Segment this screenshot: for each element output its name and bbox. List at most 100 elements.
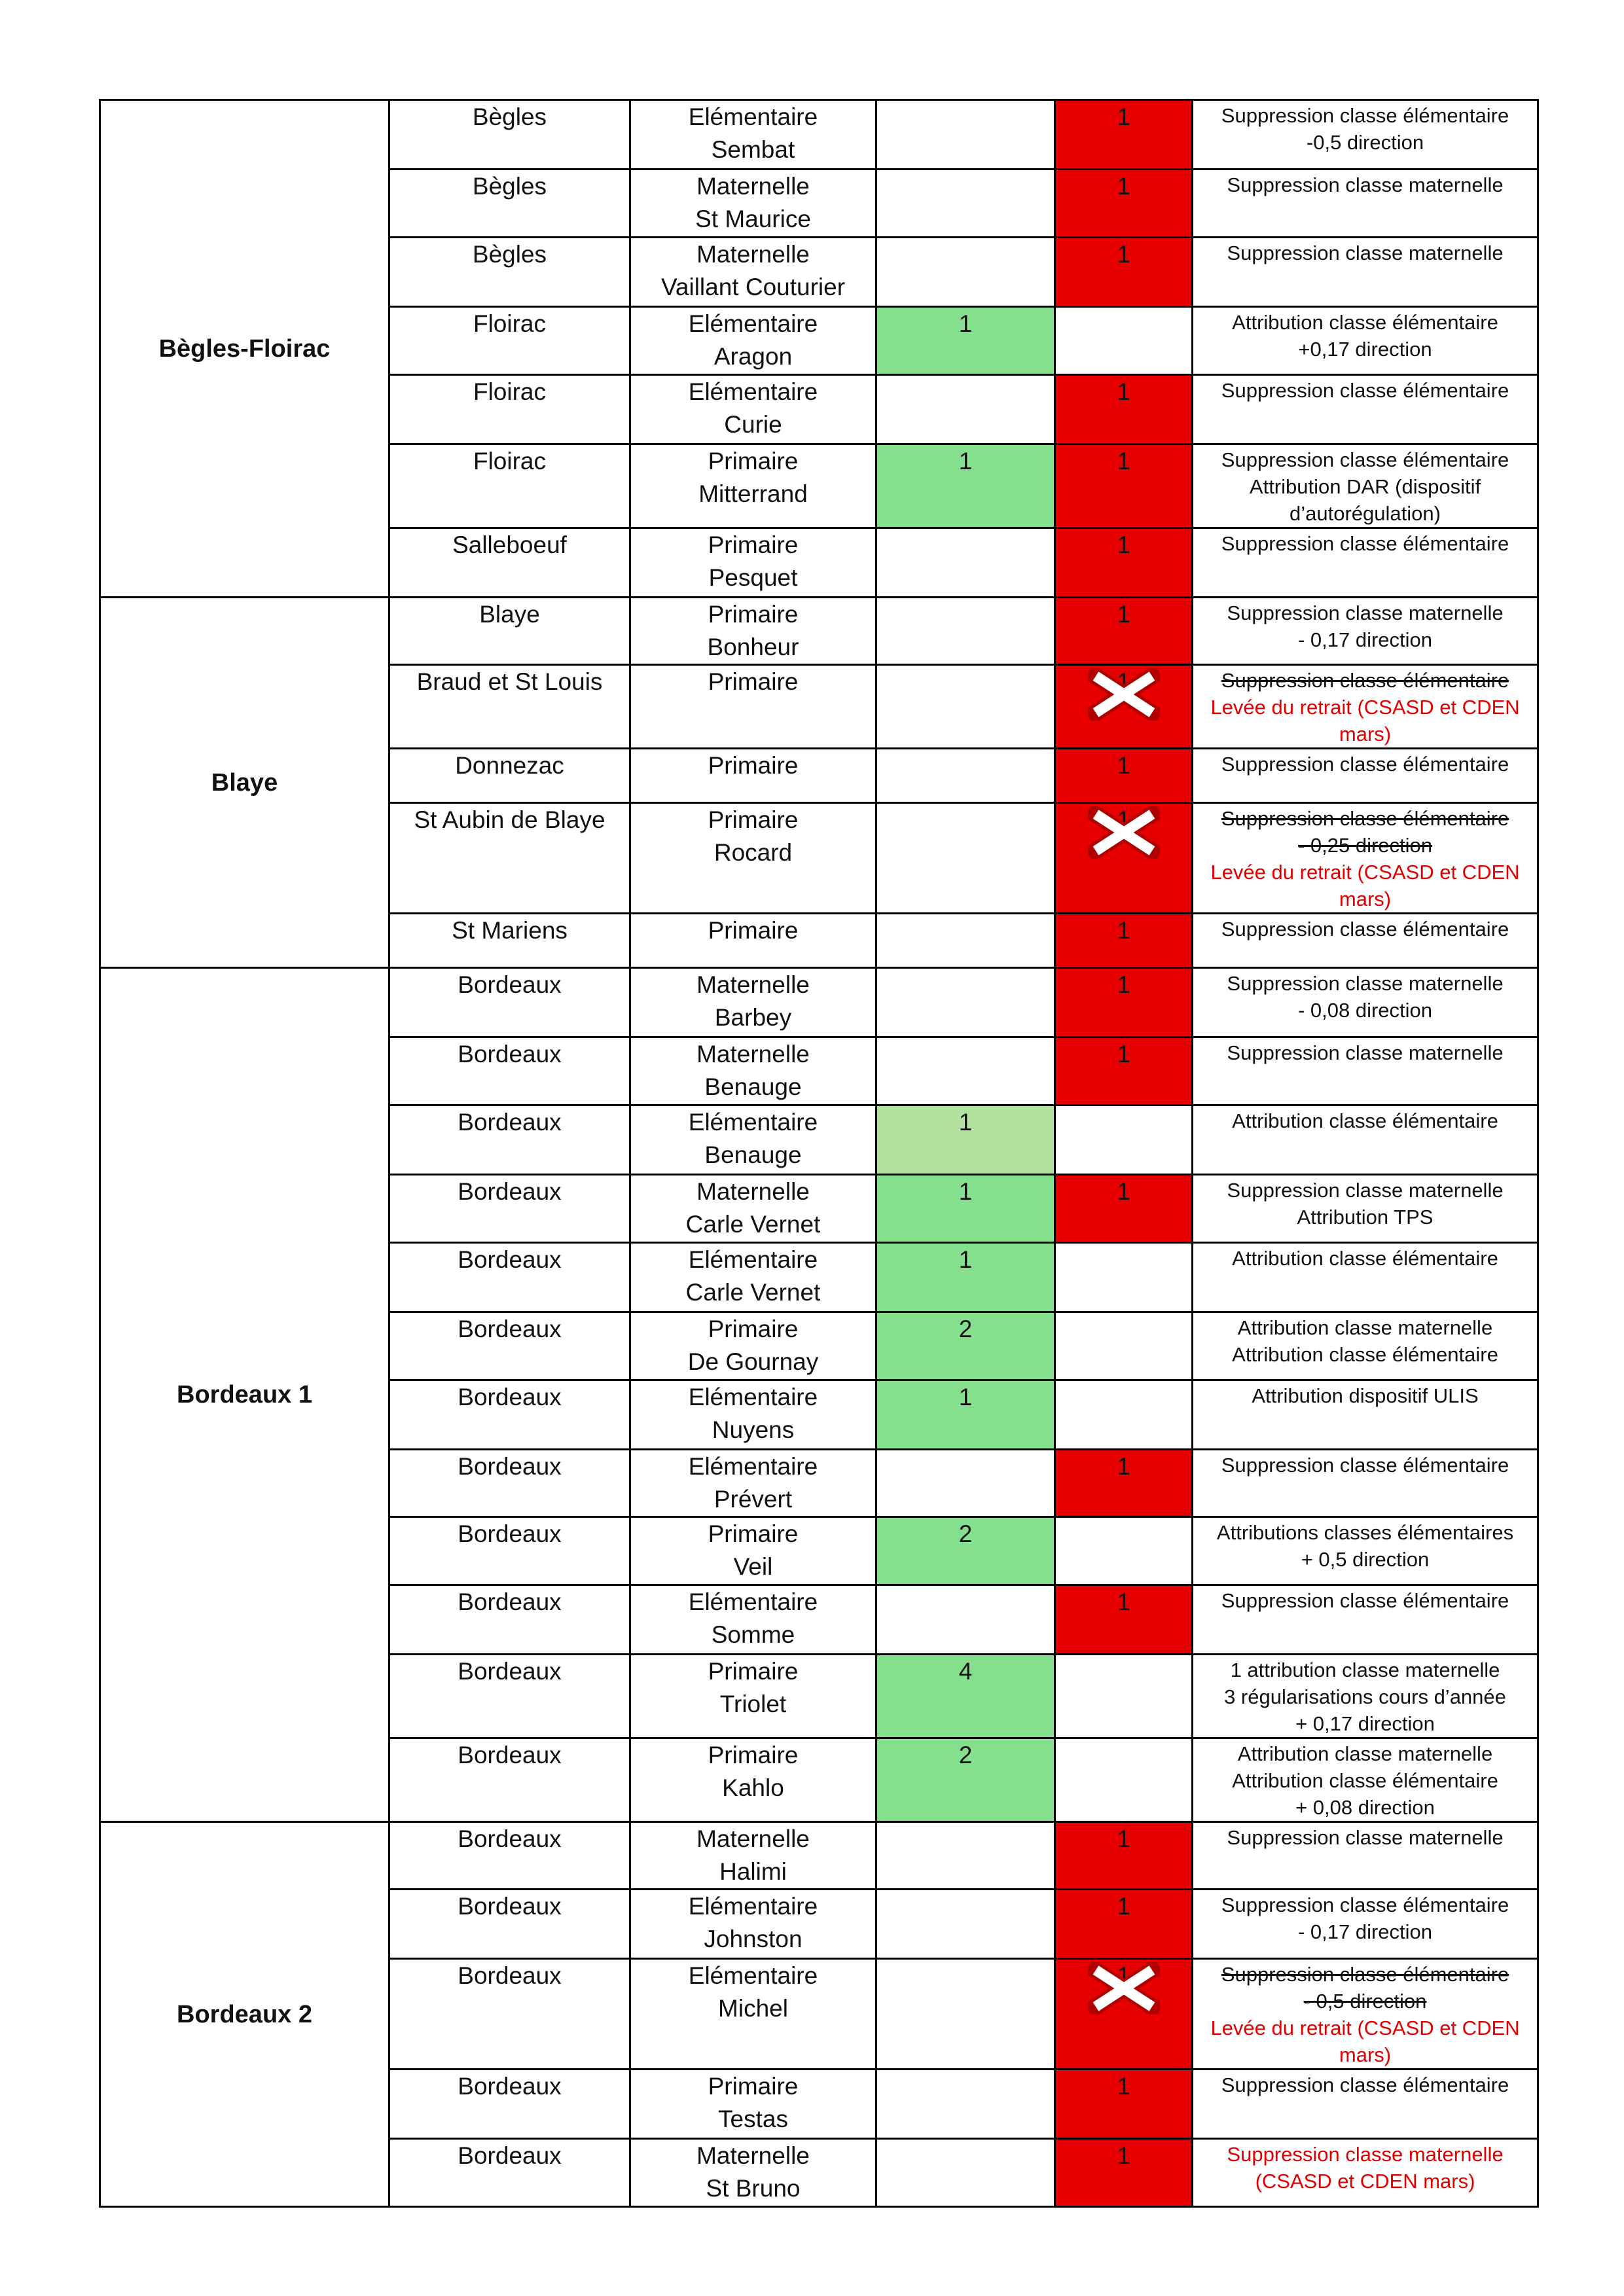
closures-value: 1	[1117, 448, 1130, 475]
table-row: Bordeaux Primaire Kahlo 2 Attribution classe…	[100, 1737, 1539, 1823]
description-cell: Suppression classe maternelle	[1191, 168, 1539, 238]
school-line: Elémentaire	[688, 103, 818, 130]
closures-value-wrap: 1	[1057, 667, 1191, 721]
closures-cell	[1054, 1242, 1193, 1313]
description-line: 1 attribution classe maternelle	[1230, 1659, 1500, 1681]
openings-cell	[875, 1448, 1056, 1518]
commune-cell: Bordeaux	[388, 1379, 631, 1450]
school-line: Elémentaire	[688, 1453, 818, 1480]
description-cell: Suppression classe élémentaire Levée du r…	[1191, 664, 1539, 749]
closures-cell: 1	[1054, 2138, 1193, 2208]
description-line: Attributions classes élémentaires	[1216, 1521, 1514, 1544]
school-line: Elémentaire	[688, 1962, 818, 1989]
table-row: Bordeaux Primaire Veil 2 Attributions classe…	[100, 1516, 1539, 1586]
closures-value: 1	[1117, 1893, 1130, 1920]
school-line: Benauge	[704, 1141, 802, 1168]
table-row: Bordeaux Maternelle St Bruno 1 Suppression c…	[100, 2138, 1539, 2208]
commune-cell: St Aubin de Blaye	[388, 802, 631, 914]
description-cell: Suppression classe maternelle Attribution…	[1191, 1174, 1539, 1244]
closures-value: 1	[1117, 601, 1130, 628]
table-row: Bègles-Floirac Bègles Elémentaire Sembat 1 Su…	[99, 99, 1539, 598]
closures-value-wrap: 1	[1057, 2141, 1191, 2173]
description-line: Suppression classe maternelle	[1227, 1041, 1504, 1064]
school-line: Primaire	[708, 531, 799, 558]
description-line: Suppression classe élémentaire	[1221, 1893, 1509, 1916]
description-cell: Suppression classe élémentaire	[1191, 374, 1539, 445]
description-cell: Suppression classe élémentaire	[1191, 527, 1539, 598]
openings-cell	[875, 664, 1056, 749]
table-row: Floirac Elémentaire Curie 1 Suppression clas…	[100, 374, 1539, 445]
school-cell: Elémentaire Johnston	[629, 1888, 877, 1960]
closures-value-wrap: 1	[1057, 446, 1191, 478]
closures-value: 1	[1117, 971, 1130, 998]
school-line: Halimi	[719, 1858, 787, 1885]
school-cell: Primaire Testas	[629, 2068, 877, 2140]
closures-value-wrap: 1	[1057, 916, 1191, 948]
school-line: Maternelle	[696, 241, 810, 268]
school-cell: Elémentaire Nuyens	[629, 1379, 877, 1450]
school-line: St Maurice	[695, 206, 811, 232]
description-line: Attribution TPS	[1297, 1206, 1434, 1229]
school-line: Mitterrand	[698, 480, 808, 507]
table-row: Donnezac Primaire 1 Suppression classe élém…	[100, 747, 1539, 804]
school-line: Primaire	[708, 1658, 799, 1685]
commune-cell: Bordeaux	[388, 1888, 631, 1960]
description-cell: Suppression classe maternelle (CSASD et C…	[1191, 2138, 1539, 2208]
description-line: Suppression classe élémentaire	[1221, 918, 1509, 941]
school-line: Maternelle	[696, 173, 810, 200]
commune-cell: Bordeaux	[388, 2138, 631, 2208]
closures-cell: 1	[1054, 99, 1193, 170]
school-cell: Primaire Bonheur	[629, 596, 877, 666]
commune-cell: Salleboeuf	[388, 527, 631, 598]
school-line: Maternelle	[696, 2142, 810, 2169]
openings-cell: 1	[875, 306, 1056, 376]
commune-cell: Bordeaux	[388, 1104, 631, 1175]
school-line: Carle Vernet	[685, 1211, 821, 1238]
school-line: Johnston	[704, 1926, 803, 1952]
description-cell: Suppression classe maternelle - 0,08 dire…	[1191, 967, 1539, 1038]
description-line: mars)	[1339, 2043, 1392, 2066]
closures-cell: 1	[1054, 596, 1193, 666]
school-line: Veil	[733, 1553, 773, 1580]
district-cell: Blaye	[99, 596, 390, 969]
closures-cell: 1	[1054, 1958, 1193, 2070]
description-line: Suppression classe maternelle	[1227, 601, 1504, 624]
school-line: Triolet	[719, 1691, 787, 1717]
table-row: Bordeaux Primaire Testas 1 Suppression class…	[100, 2068, 1539, 2140]
closures-value-wrap: 1	[1057, 1587, 1191, 1619]
closures-cell: 1	[1054, 236, 1193, 308]
openings-cell	[875, 168, 1056, 238]
description-line: mars)	[1339, 888, 1392, 910]
description-line: Levée du retrait (CSASD et CDEN	[1210, 2017, 1520, 2039]
commune-cell: Bordeaux	[388, 1737, 631, 1823]
school-cell: Primaire	[629, 747, 877, 804]
description-cell: Suppression classe élémentaire - 0,25 dir…	[1191, 802, 1539, 914]
table-row: Braud et St Louis Primaire 1 Suppression cl…	[100, 664, 1539, 749]
openings-cell: 2	[875, 1516, 1056, 1586]
commune-cell: Bordeaux	[388, 2068, 631, 2140]
openings-cell	[875, 967, 1056, 1038]
school-cell: Elémentaire Curie	[629, 374, 877, 445]
school-cell: Elémentaire Somme	[629, 1584, 877, 1655]
school-line: Michel	[718, 1995, 788, 2022]
school-line: Maternelle	[696, 971, 810, 998]
closures-value: 1	[1117, 378, 1130, 405]
school-line: Prévert	[713, 1486, 793, 1513]
description-line: - 0,17 direction	[1297, 1920, 1433, 1943]
commune-cell: St Mariens	[388, 912, 631, 969]
description-line: Attribution classe maternelle	[1237, 1742, 1493, 1765]
closures-value-wrap: 1	[1057, 530, 1191, 562]
description-line: Suppression classe élémentaire	[1221, 1589, 1509, 1612]
school-line: Primaire	[708, 1316, 799, 1342]
school-cell: Maternelle Vaillant Couturier	[629, 236, 877, 308]
closures-value: 1	[1117, 917, 1130, 944]
openings-cell	[875, 2068, 1056, 2140]
closures-value-wrap: 1	[1057, 377, 1191, 409]
school-cell: Maternelle Halimi	[629, 1821, 877, 1890]
table-row: Salleboeuf Primaire Pesquet 1 Suppression cl…	[100, 527, 1539, 598]
description-line: Suppression classe élémentaire	[1221, 104, 1509, 127]
openings-cell	[875, 374, 1056, 445]
school-line: Somme	[711, 1621, 795, 1648]
description-line: Attribution classe élémentaire	[1232, 1769, 1498, 1792]
school-line: Elémentaire	[688, 378, 818, 405]
